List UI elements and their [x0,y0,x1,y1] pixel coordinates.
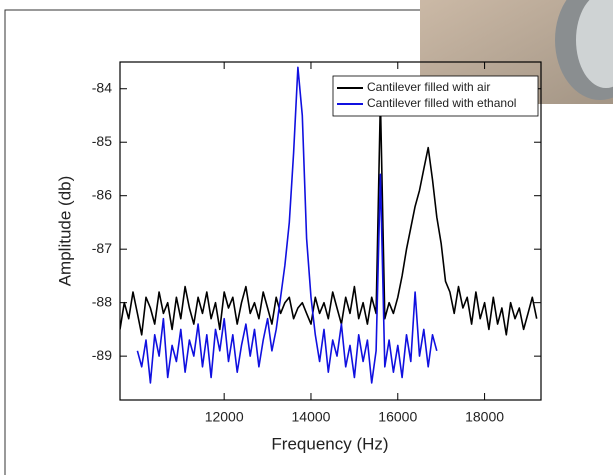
plot-frame [119,61,542,401]
legend-label: Cantilever filled with ethanol [367,96,516,110]
series-line [136,66,438,384]
y-tick-label: -89 [92,347,112,363]
x-tick-label: 16000 [378,409,417,425]
y-axis-label: Amplitude (db) [55,176,74,287]
y-tick-label: -85 [92,133,112,149]
x-axis-label: Frequency (Hz) [271,434,388,453]
y-tick-label: -87 [92,240,112,256]
legend-box [332,75,539,117]
x-tick-label: 14000 [292,409,331,425]
x-tick-label: 12000 [205,409,244,425]
y-tick-label: -88 [92,293,112,309]
y-tick-label: -86 [92,186,112,202]
x-tick-label: 18000 [465,409,504,425]
y-tick-label: -84 [92,79,112,95]
legend-label: Cantilever filled with air [367,80,490,94]
series-line [120,98,538,336]
